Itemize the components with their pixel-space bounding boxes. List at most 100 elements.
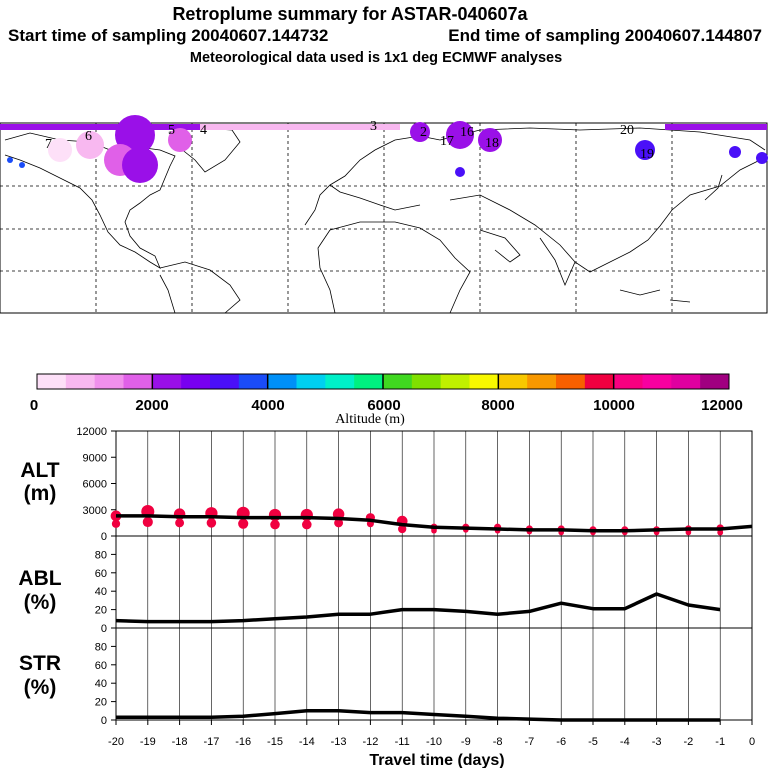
abl-plot-area: 0 20 40 60 80 [95,536,721,635]
colorbar-swatch [37,374,67,389]
colorbar-tick-label: 2000 [135,397,168,414]
day-marker: 4 [200,123,207,138]
x-tick-label: -19 [140,736,156,748]
abl-series-line [115,592,721,624]
y-tick-label: 80 [95,641,107,653]
y-tick-label: 3000 [83,505,107,517]
colorbar-swatch [325,374,355,389]
colorbar-swatch [383,374,413,389]
x-tick-label: -4 [620,736,630,748]
y-tick-label: 60 [95,660,107,672]
x-tick-label: -15 [267,736,283,748]
colorbar-tick-labels: 0 2000 4000 6000 8000 10000 12000 [30,397,743,414]
alt-panel: ALT (m) 0 3000 6000 9000 12000 [20,426,753,543]
x-tick-label: -8 [493,736,503,748]
start-time-label: Start time of sampling 20040607.144732 [8,26,328,45]
x-tick-label: -13 [331,736,347,748]
colorbar-swatch [469,374,499,389]
abl-panel: ABL (%) 0 20 40 60 80 [18,535,753,635]
altitude-marker [175,518,185,528]
colorbar-tick-label: 6000 [367,397,400,414]
str-plot-area: 0 20 40 60 80 [95,628,721,727]
abl-panel-unit: (%) [24,591,57,614]
colorbar-swatch [65,374,96,389]
colorbar-swatch [181,374,211,389]
x-tick-label: -16 [235,736,251,748]
day-marker: 3 [370,119,377,134]
colorbar-tick-label: 10000 [593,397,635,414]
alt-panel-unit: (m) [24,482,57,505]
altitude-marker [111,519,121,528]
altitude-marker [717,529,724,536]
day-marker: 2 [420,125,427,140]
colorbar-swatch [210,374,240,389]
colorbar-swatch [123,374,153,389]
day-marker: 18 [485,136,499,151]
y-tick-label: 20 [95,697,107,709]
x-tick-label: -2 [684,736,694,748]
alt-plot-area: 0 3000 6000 9000 12000 [76,426,753,543]
colorbar-swatch [613,374,643,389]
y-tick-label: 0 [101,623,107,635]
altitude-marker [206,518,217,528]
day-markers: 6 7 5 4 3 2 19 20 17 16 18 [45,119,654,162]
colorbar-swatch [498,374,528,389]
map-panel: 6 7 5 4 3 2 19 20 17 16 18 [0,115,768,314]
plot-title: Retroplume summary for ASTAR-040607a [172,4,528,24]
day-marker: 19 [640,147,654,162]
y-tick-label: 40 [95,586,107,598]
altitude-marker [238,518,249,529]
str-panel: STR (%) 0 20 40 60 80 [19,627,753,727]
y-tick-label: 60 [95,568,107,580]
x-tick-label: -14 [299,736,315,748]
met-data-label: Meteorological data used is 1x1 deg ECMW… [190,50,562,66]
altitude-marker [685,529,692,536]
end-time-label: End time of sampling 20040607.144807 [448,26,762,45]
colorbar-swatch [354,374,384,389]
altitude-marker [431,527,437,534]
x-axis-tick-labels: -20 -19 -18 -17 -16 -15 -14 -13 -12 -11 -10 -9 -8 -7-… [108,720,755,748]
colorbar-tick-label: 4000 [251,397,284,414]
x-tick-label: -6 [556,736,566,748]
x-tick-label: -10 [426,736,442,748]
colorbar-swatch [411,374,442,389]
altitude-marker [334,518,344,528]
colorbar-swatch [584,374,615,389]
y-tick-label: 9000 [83,452,107,464]
colorbar-swatch [440,374,470,389]
y-tick-label: 80 [95,549,107,561]
x-tick-label: -11 [395,736,410,748]
x-tick-label: -3 [652,736,662,748]
colorbar-swatch [527,374,557,389]
y-tick-label: 40 [95,678,107,690]
colorbar-swatch [267,374,297,389]
x-tick-label: -18 [172,736,188,748]
str-panel-unit: (%) [24,676,57,699]
x-tick-label: -9 [461,736,471,748]
day-marker: 7 [45,137,52,152]
x-tick-label: -20 [108,736,124,748]
x-axis-label: Travel time (days) [369,752,504,768]
altitude-marker [270,519,280,530]
day-marker: 17 [440,134,454,149]
alt-series-line [116,514,753,533]
x-tick-label: -17 [203,736,219,748]
day-marker: 5 [168,123,175,138]
day-marker: 20 [620,123,634,138]
alt-panel-label: ALT [20,459,59,482]
x-tick-label: -12 [362,736,378,748]
altitude-marker [142,516,153,528]
x-tick-label: -7 [525,736,535,748]
colorbar-tick-label: 8000 [481,397,514,414]
x-tick-label: 0 [749,736,755,748]
colorbar-swatch [94,374,124,389]
str-panel-label: STR [19,652,61,675]
abl-panel-label: ABL [18,567,61,590]
str-series-line [116,709,721,722]
altitude-marker [398,524,407,534]
altitude-marker [302,519,312,530]
colorbar-swatch [700,374,730,389]
colorbar-swatch [296,374,326,389]
y-tick-label: 0 [101,715,107,727]
colorbar-swatch [642,374,672,389]
